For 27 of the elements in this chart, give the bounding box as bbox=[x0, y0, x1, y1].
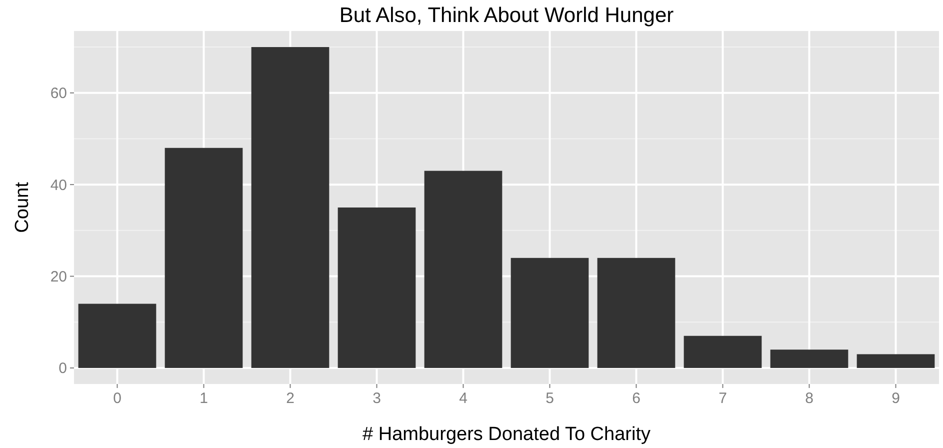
y-tick-label: 20 bbox=[50, 268, 67, 286]
x-tick-label: 5 bbox=[546, 390, 554, 407]
x-tick-label: 0 bbox=[113, 390, 122, 407]
x-tick-label: 9 bbox=[892, 390, 900, 407]
x-tick-label: 3 bbox=[372, 390, 381, 407]
bar bbox=[424, 170, 502, 368]
x-tick-label: 7 bbox=[718, 390, 727, 407]
x-tick-label: 4 bbox=[459, 390, 468, 407]
bar bbox=[684, 336, 762, 368]
bar bbox=[251, 47, 330, 368]
y-tick-label: 0 bbox=[58, 360, 67, 378]
bar bbox=[78, 304, 156, 368]
x-axis-title: # Hamburgers Donated To Charity bbox=[362, 424, 651, 445]
bar bbox=[770, 350, 848, 368]
bar bbox=[597, 258, 676, 368]
y-tick-label: 40 bbox=[50, 176, 67, 194]
y-tick-label: 60 bbox=[50, 85, 67, 102]
chart-title: But Also, Think About World Hunger bbox=[339, 4, 674, 27]
x-tick-label: 6 bbox=[632, 390, 640, 407]
x-tick-label: 8 bbox=[805, 390, 814, 407]
bar bbox=[856, 354, 935, 368]
x-tick-label: 1 bbox=[200, 390, 208, 407]
bar bbox=[338, 208, 416, 368]
bar bbox=[510, 258, 589, 368]
bar bbox=[164, 148, 243, 368]
x-tick-label: 2 bbox=[286, 390, 294, 407]
y-axis-title: Count bbox=[12, 181, 33, 233]
